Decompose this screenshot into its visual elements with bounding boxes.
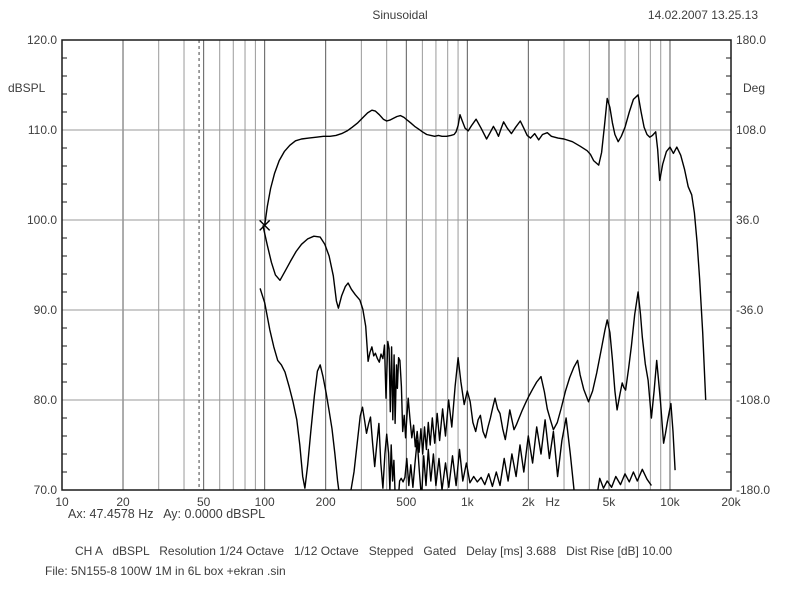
curve-frequency-response <box>264 94 707 401</box>
x-tick-label-20: 20 <box>116 495 130 509</box>
datetime-stamp: 14.02.2007 13.25.13 <box>647 8 758 22</box>
y-left-tick-label-70: 70.0 <box>34 483 58 497</box>
y-left-tick-label-90: 90.0 <box>34 303 58 317</box>
y-right-tick-label-36: 36.0 <box>736 213 760 227</box>
y-left-axis-label: dBSPL <box>8 81 46 95</box>
y-right-tick-label--36: -36.0 <box>736 303 764 317</box>
y-right-tick-label-108: 108.0 <box>736 123 766 137</box>
x-tick-label-1k: 1k <box>461 495 475 509</box>
plot-border <box>61 39 732 491</box>
x-tick-label-5k: 5k <box>603 495 617 509</box>
x-tick-label-10k: 10k <box>660 495 680 509</box>
y-right-axis-label: Deg <box>743 81 765 95</box>
cursor-x-marker <box>259 219 271 231</box>
curve-distortion-upper <box>262 225 676 471</box>
x-tick-label-100: 100 <box>255 495 275 509</box>
y-left-tick-label-100: 100.0 <box>27 213 57 227</box>
measurement-settings-line: CH A dBSPL Resolution 1/24 Octave 1/12 O… <box>75 544 673 558</box>
y-left-tick-label-120: 120.0 <box>27 33 57 47</box>
plot-area[interactable] <box>259 94 707 549</box>
x-tick-label-500: 500 <box>396 495 416 509</box>
x-tick-label-10: 10 <box>55 495 69 509</box>
y-right-tick-label-180: 180.0 <box>736 33 766 47</box>
file-name-line: File: 5N155-8 100W 1M in 6L box +ekran .… <box>45 564 286 578</box>
y-left-tick-label-80: 80.0 <box>34 393 58 407</box>
y-right-tick-label--108: -108.0 <box>736 393 770 407</box>
x-axis-unit-label: Hz <box>545 495 560 509</box>
y-left-tick-label-110: 110.0 <box>28 123 57 137</box>
x-tick-label-20k: 20k <box>721 495 741 509</box>
x-tick-label-2k: 2k <box>522 495 536 509</box>
curve-distortion-lower <box>259 288 652 490</box>
y-right-tick-label--180: -180.0 <box>736 483 770 497</box>
page-title: Sinusoidal <box>372 8 428 22</box>
cursor-readout: Ax: 47.4578 Hz Ay: 0.0000 dBSPL <box>68 507 266 521</box>
x-tick-label-200: 200 <box>316 495 336 509</box>
x-tick-label-50: 50 <box>197 495 211 509</box>
